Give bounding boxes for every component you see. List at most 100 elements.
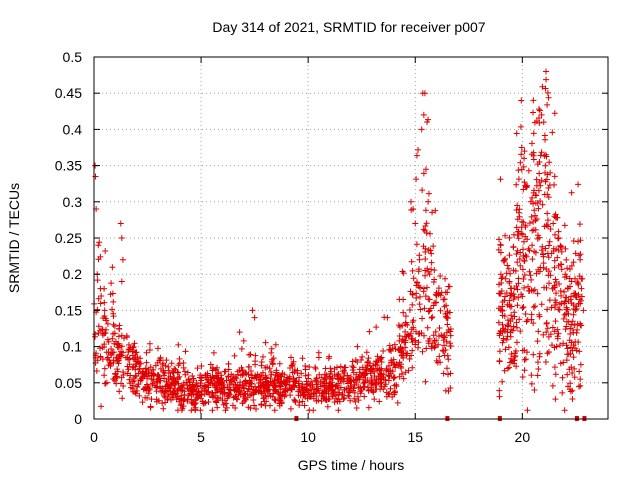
data-point xyxy=(146,340,153,347)
data-point xyxy=(256,373,263,380)
data-point xyxy=(406,306,413,313)
data-point xyxy=(430,302,437,309)
data-point xyxy=(511,293,518,300)
data-point xyxy=(329,393,336,400)
data-point xyxy=(186,379,193,386)
x-tick-label: 10 xyxy=(300,429,316,445)
data-point xyxy=(422,378,429,385)
data-point xyxy=(413,328,420,335)
data-point xyxy=(436,353,443,360)
data-point xyxy=(323,388,330,395)
data-point xyxy=(508,351,515,358)
data-point xyxy=(207,374,214,381)
data-point xyxy=(577,256,584,263)
data-point xyxy=(409,319,416,326)
data-point xyxy=(386,342,393,349)
data-point xyxy=(533,182,540,189)
data-point xyxy=(412,220,419,227)
data-point xyxy=(113,380,120,387)
data-point xyxy=(134,383,141,390)
data-point xyxy=(444,371,451,378)
data-point xyxy=(571,290,578,297)
data-point xyxy=(571,322,578,329)
data-point xyxy=(520,276,527,283)
data-point xyxy=(424,119,431,126)
data-point xyxy=(133,372,140,379)
data-point xyxy=(105,361,112,368)
data-point xyxy=(497,306,504,313)
data-point xyxy=(119,395,126,402)
data-point xyxy=(400,296,407,303)
data-point xyxy=(242,391,249,398)
data-point xyxy=(416,301,423,308)
data-point xyxy=(531,207,538,214)
data-point xyxy=(433,299,440,306)
data-point xyxy=(127,372,134,379)
data-point xyxy=(276,394,283,401)
data-point xyxy=(501,297,508,304)
data-point xyxy=(502,293,509,300)
data-point xyxy=(530,97,537,104)
data-point xyxy=(394,399,401,406)
data-point xyxy=(445,283,452,290)
data-point xyxy=(496,348,503,355)
data-point xyxy=(568,278,575,285)
data-point xyxy=(518,151,525,158)
data-point xyxy=(558,266,565,273)
data-point xyxy=(284,374,291,381)
data-point xyxy=(416,256,423,263)
data-point xyxy=(125,366,132,373)
data-point xyxy=(577,382,584,389)
data-point xyxy=(110,321,117,328)
data-point xyxy=(403,333,410,340)
data-point xyxy=(544,221,551,228)
y-axis-label: SRMTID / TECUs xyxy=(6,183,22,293)
data-point xyxy=(498,275,505,282)
data-point xyxy=(554,254,561,261)
data-point xyxy=(419,187,426,194)
data-point xyxy=(129,378,136,385)
x-tick-label: 0 xyxy=(90,429,98,445)
data-point xyxy=(513,130,520,137)
data-point xyxy=(240,337,247,344)
data-point xyxy=(428,345,435,352)
data-point xyxy=(205,398,212,405)
data-point xyxy=(346,377,353,384)
data-point xyxy=(377,355,384,362)
data-point xyxy=(245,371,252,378)
data-point xyxy=(335,385,342,392)
y-tick-label: 0.25 xyxy=(55,230,82,246)
data-point xyxy=(519,246,526,253)
data-point xyxy=(208,377,215,384)
data-point xyxy=(221,368,228,375)
data-point xyxy=(568,262,575,269)
data-point xyxy=(534,338,541,345)
data-point xyxy=(265,382,272,389)
data-point xyxy=(546,238,553,245)
data-point xyxy=(518,166,525,173)
data-point xyxy=(506,252,513,259)
data-point xyxy=(559,374,566,381)
data-point xyxy=(124,354,131,361)
data-point xyxy=(568,344,575,351)
data-point xyxy=(572,338,579,345)
data-point xyxy=(314,381,321,388)
data-point xyxy=(444,321,451,328)
data-point xyxy=(180,397,187,404)
data-point xyxy=(552,318,559,325)
data-point xyxy=(578,275,585,282)
data-point xyxy=(145,390,152,397)
data-point xyxy=(546,159,553,166)
data-point xyxy=(535,328,542,335)
data-point xyxy=(420,243,427,250)
data-point xyxy=(516,213,523,220)
data-point xyxy=(114,368,121,375)
data-point xyxy=(242,377,249,384)
data-point xyxy=(445,356,452,363)
data-point xyxy=(197,407,204,414)
data-point xyxy=(567,330,574,337)
data-point xyxy=(248,380,255,387)
data-point xyxy=(437,272,444,279)
data-point xyxy=(437,359,444,366)
data-point xyxy=(105,338,112,345)
